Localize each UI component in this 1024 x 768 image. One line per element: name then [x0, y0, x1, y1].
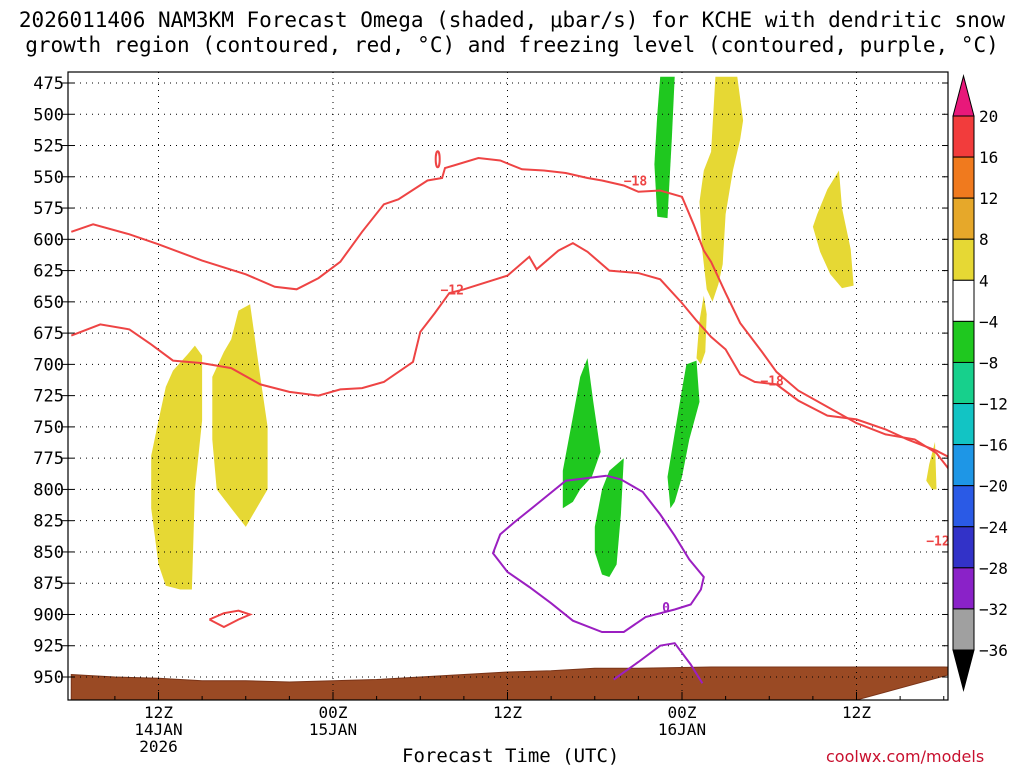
colorbar-label: −12: [979, 395, 1008, 414]
omega-shading-layer: [151, 76, 937, 590]
dgz-minus12-contour: [70, 241, 948, 458]
x-tick-label: 2026: [139, 737, 178, 756]
colorbar-swatch: [952, 197, 975, 240]
y-tick-label: 750: [33, 418, 64, 438]
colorbar-label: −24: [979, 518, 1008, 537]
colorbar-label: −36: [979, 641, 1008, 660]
contour-label-layer: −18 −12 −18 −12 0: [440, 175, 949, 616]
x-axis-label: Forecast Time (UTC): [402, 745, 620, 767]
contour-label: 0: [662, 601, 670, 616]
x-tick-label: 00Z: [668, 703, 697, 722]
colorbar-swatch: [952, 567, 975, 610]
colorbar-bottom-arrow: [952, 649, 975, 692]
axes-layer: 475 500 525 550 575 600 625 650 675 700 725 750 775 8…: [33, 71, 949, 756]
colorbar-label: 12: [979, 189, 998, 208]
y-tick-label: 925: [33, 637, 64, 657]
colorbar-swatch: [952, 279, 975, 322]
colorbar-label: −8: [979, 353, 998, 372]
omega-positive-area: [696, 295, 707, 365]
colorbar-swatch: [952, 361, 975, 405]
omega-negative-area: [562, 358, 601, 509]
colorbar-swatch: [952, 403, 975, 446]
y-tick-label: 650: [33, 293, 64, 313]
y-tick-label: 475: [33, 74, 64, 94]
x-tick-label: 16JAN: [658, 720, 706, 739]
contour-label: −18: [624, 175, 648, 190]
y-tick-label: 600: [33, 230, 64, 250]
omega-positive-area: [926, 441, 937, 490]
freezing-level-contour: [491, 474, 705, 633]
colorbar: 20 16 12 8 4 −4 −8 −12 −16 −20 −24 −28 −32 −36: [952, 74, 1008, 692]
colorbar-label: −28: [979, 559, 1008, 578]
x-tick-label: 14JAN: [134, 720, 182, 739]
y-tick-label: 550: [33, 168, 64, 188]
colorbar-top-arrow: [952, 74, 975, 117]
omega-positive-area: [212, 304, 268, 527]
y-tick-label: 725: [33, 387, 64, 407]
x-tick-label: 12Z: [493, 703, 522, 722]
y-tick-label: 775: [33, 449, 64, 469]
colorbar-swatch: [952, 320, 975, 363]
contour-label: −12: [440, 283, 463, 298]
colorbar-label: 16: [979, 148, 998, 167]
colorbar-label: −16: [979, 436, 1008, 455]
colorbar-label: 4: [979, 271, 989, 290]
colorbar-swatch: [952, 156, 975, 199]
colorbar-swatch: [952, 444, 975, 487]
colorbar-label: 8: [979, 230, 989, 249]
y-tick-label: 700: [33, 355, 64, 375]
x-tick-label: 00Z: [319, 703, 348, 722]
y-tick-label: 875: [33, 574, 64, 594]
colorbar-swatch: [952, 238, 975, 281]
colorbar-swatch: [952, 608, 975, 651]
contour-layer: [70, 150, 948, 684]
colorbar-label: 20: [979, 107, 998, 126]
omega-positive-area: [151, 345, 203, 590]
y-tick-label: 500: [33, 105, 64, 125]
y-tick-label: 675: [33, 324, 64, 344]
colorbar-label: −4: [979, 312, 998, 331]
colorbar-swatch: [952, 526, 975, 569]
y-tick-label: 575: [33, 199, 64, 219]
freezing-level-contour-lower: [613, 642, 704, 684]
colorbar-label: −32: [979, 600, 1008, 619]
contour-label: −18: [760, 375, 784, 390]
y-tick-label: 625: [33, 262, 64, 282]
y-tick-label: 800: [33, 480, 64, 500]
omega-negative-area: [654, 76, 675, 219]
omega-negative-area: [594, 458, 624, 577]
y-tick-label: 950: [33, 668, 64, 688]
y-tick-label: 525: [33, 137, 64, 157]
terrain-layer: [70, 666, 948, 700]
dgz-minus18-contour: [70, 156, 948, 470]
y-tick-label: 825: [33, 512, 64, 532]
x-tick-label: 12Z: [842, 703, 871, 722]
chart-title-line1: 2026011406 NAM3KM Forecast Omega (shaded…: [18, 8, 1006, 32]
credit-text: coolwx.com/models: [826, 747, 985, 766]
contour-label: −12: [926, 535, 949, 550]
x-tick-label: 12Z: [144, 703, 173, 722]
dgz-small-contour: [208, 609, 253, 629]
colorbar-label: −20: [979, 477, 1008, 496]
x-tick-label: 15JAN: [309, 720, 357, 739]
y-tick-label: 900: [33, 605, 64, 625]
omega-positive-area: [812, 170, 854, 289]
colorbar-swatch: [952, 115, 975, 158]
omega-positive-area: [699, 76, 744, 302]
terrain-fill: [70, 666, 948, 700]
omega-negative-area: [667, 360, 700, 509]
colorbar-swatch: [952, 485, 975, 528]
dgz-tiny-contour: [434, 150, 441, 169]
y-tick-label: 850: [33, 543, 64, 563]
chart-title-line2: growth region (contoured, red, °C) and f…: [25, 33, 999, 57]
